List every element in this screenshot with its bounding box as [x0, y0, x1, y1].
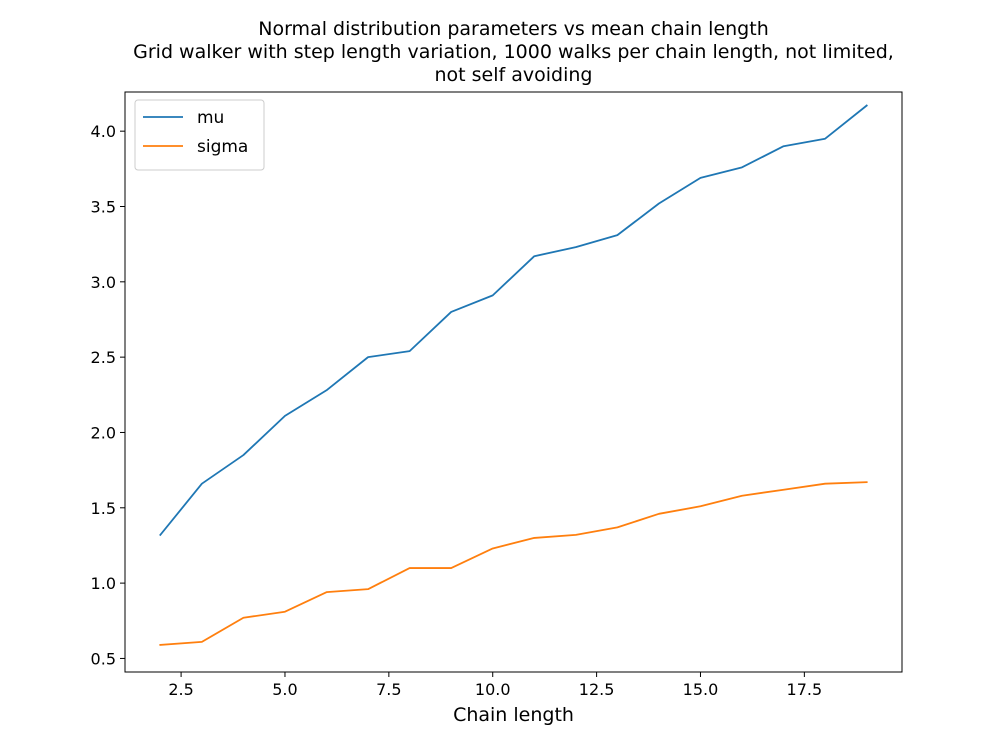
chart-title: Normal distribution parameters vs mean c…	[133, 18, 894, 86]
x-tick-label: 2.5	[168, 680, 193, 699]
legend-label-mu: mu	[197, 108, 224, 128]
y-tick-label: 4.0	[91, 122, 116, 141]
y-tick-label: 2.5	[91, 348, 116, 367]
legend-label-sigma: sigma	[197, 137, 248, 157]
y-tick-label: 1.5	[91, 499, 116, 518]
y-tick-label: 3.0	[91, 273, 116, 292]
x-axis-label: Chain length	[453, 704, 574, 726]
y-tick-label: 3.5	[91, 197, 116, 216]
chart-title-line-1: Normal distribution parameters vs mean c…	[258, 18, 769, 40]
chart-title-line-2: Grid walker with step length variation, …	[133, 41, 894, 63]
plot-area-frame	[124, 91, 903, 673]
x-tick-label: 5.0	[272, 680, 297, 699]
x-tick-label: 15.0	[683, 680, 719, 699]
series-line-mu	[159, 104, 868, 537]
y-tick-label: 2.0	[91, 423, 116, 442]
chart-title-line-3: not self avoiding	[435, 64, 593, 86]
y-axis: 0.5 1.0 1.5 2.0 2.5 3.0 3.5 4.0	[91, 122, 125, 668]
x-tick-label: 7.5	[376, 680, 401, 699]
y-tick-label: 0.5	[91, 649, 116, 668]
x-tick-label: 12.5	[579, 680, 615, 699]
legend: mu sigma	[134, 99, 265, 171]
x-axis: 2.5 5.0 7.5 10.0 12.5 15.0 17.5	[168, 672, 822, 699]
series-line-sigma	[159, 481, 868, 646]
y-tick-label: 1.0	[91, 574, 116, 593]
x-tick-label: 10.0	[475, 680, 511, 699]
series-lines	[159, 104, 868, 646]
x-tick-label: 17.5	[787, 680, 823, 699]
